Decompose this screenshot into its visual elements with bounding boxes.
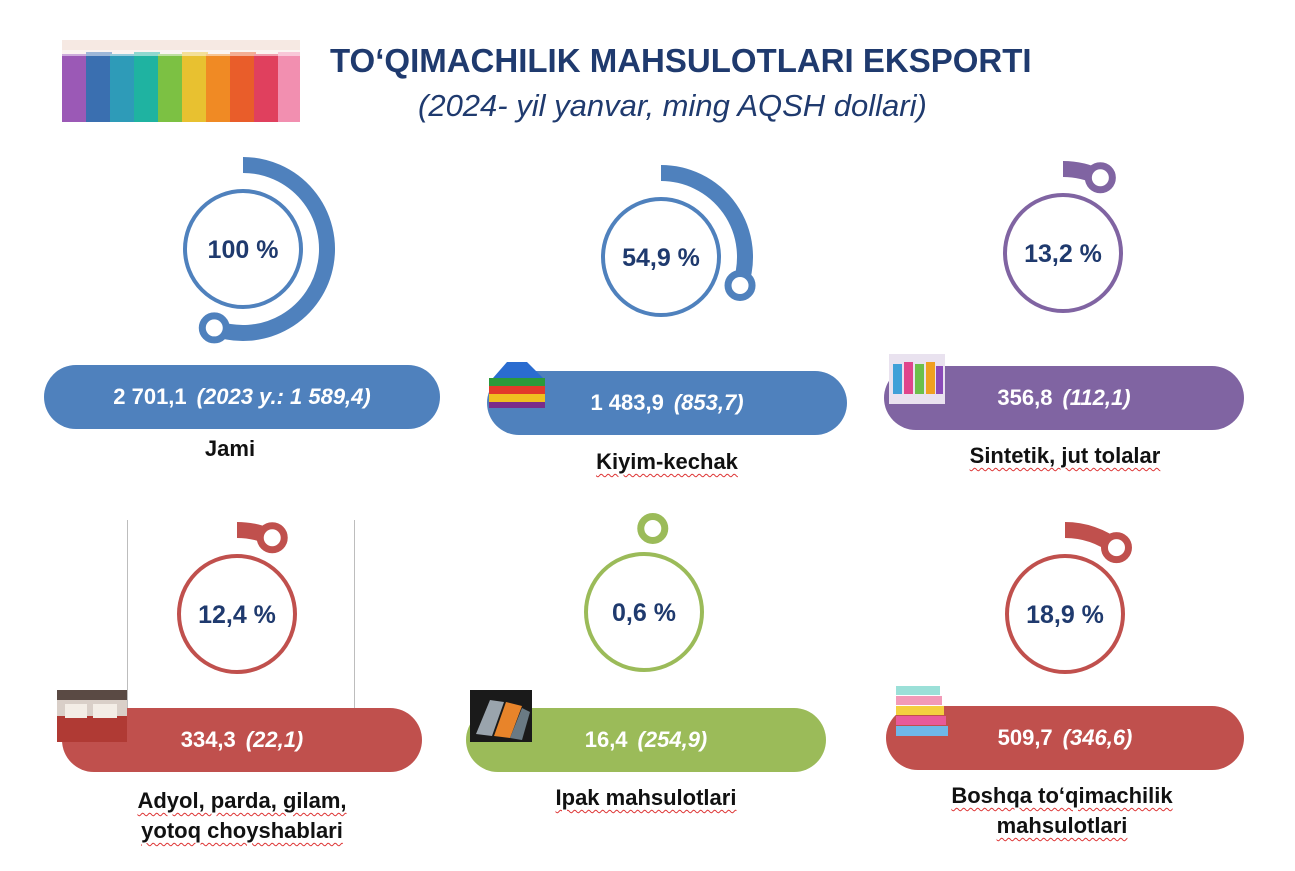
gauge-ring — [601, 197, 721, 317]
gauge-percent-label: 54,9 % — [622, 244, 700, 272]
label-line: Jami — [204, 436, 256, 461]
value-pill-jami: 2 701,1 (2023 y.: 1 589,4) — [44, 365, 440, 429]
value-previous: (112,1) — [1062, 385, 1131, 410]
value-pill-kiyim: 1 483,9 (853,7) — [487, 371, 847, 435]
gauge-ring — [1005, 554, 1125, 674]
category-label-adyol: Adyol, parda, gilam, yotoq choyshablari — [92, 786, 392, 846]
gauge-ring — [183, 189, 303, 309]
silk-fabric-image — [470, 690, 532, 742]
value-previous: (2023 y.: 1 589,4) — [196, 384, 371, 409]
page-subtitle: (2024- yil yanvar, ming AQSH dollari) — [418, 88, 927, 123]
value-previous: (254,9) — [637, 727, 708, 752]
value-current: 334,3 — [180, 727, 236, 752]
value-current: 356,8 — [997, 385, 1053, 410]
value-current: 509,7 — [997, 725, 1053, 750]
fabric-rolls-image — [62, 40, 300, 122]
category-label-boshqa: Boshqa to‘qimachilik mahsulotlari — [912, 781, 1212, 841]
clothes-stack-image — [489, 362, 545, 408]
label-line: Ipak mahsulotlari — [555, 785, 737, 810]
thread-spools-image — [889, 354, 945, 404]
category-label-sintetik: Sintetik, jut tolalar — [920, 441, 1210, 471]
category-label-ipak: Ipak mahsulotlari — [496, 783, 796, 813]
gauge-arc — [211, 157, 335, 341]
value-previous: (346,6) — [1062, 725, 1133, 750]
gauge-arc — [660, 165, 753, 289]
label-line: Boshqa to‘qimachilik — [951, 783, 1173, 808]
gauge-percent-label: 13,2 % — [1024, 240, 1102, 268]
label-line: Kiyim-kechak — [596, 449, 738, 474]
label-line: Adyol, parda, gilam, — [137, 788, 347, 813]
gauge-knob — [637, 512, 669, 544]
gauge-ring — [584, 552, 704, 672]
label-line: Sintetik, jut tolalar — [969, 443, 1161, 468]
image-frame — [127, 520, 355, 708]
gauge-knob — [256, 522, 288, 554]
gauge-knob — [1100, 532, 1132, 564]
gauge-percent-label: 100 % — [208, 236, 279, 264]
value-previous: (22,1) — [245, 727, 304, 752]
gauge-percent-label: 18,9 % — [1026, 601, 1104, 629]
page-title: TO‘QIMACHILIK MAHSULOTLARI EKSPORTI — [330, 42, 1032, 79]
value-previous: (853,7) — [673, 390, 744, 415]
gauge-knob — [724, 269, 756, 301]
value-current: 2 701,1 — [113, 384, 187, 409]
fabric-stack-image — [896, 686, 948, 736]
gauge-knob — [1084, 162, 1116, 194]
category-label-jami: Jami — [90, 434, 370, 464]
gauge-percent-label: 12,4 % — [198, 601, 276, 629]
category-label-kiyim: Kiyim-kechak — [527, 447, 807, 477]
gauge-ring — [177, 554, 297, 674]
value-current: 1 483,9 — [590, 390, 664, 415]
gauge-knob — [198, 312, 230, 344]
value-current: 16,4 — [584, 727, 628, 752]
gauge-ring — [1003, 193, 1123, 313]
label-line: mahsulotlari — [996, 813, 1128, 838]
bedroom-image — [57, 690, 127, 742]
gauge-percent-label: 0,6 % — [612, 599, 676, 627]
label-line: yotoq choyshablari — [141, 818, 343, 843]
